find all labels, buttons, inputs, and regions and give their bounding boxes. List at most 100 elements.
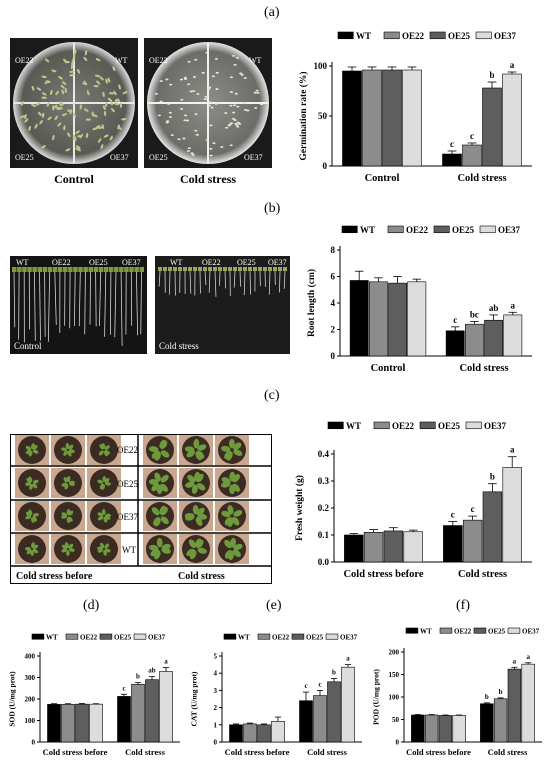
bar-oe25 [145, 679, 159, 743]
legend-swatch-oe37 [475, 31, 492, 40]
y-tick-label: 8 [331, 245, 336, 255]
bar-oe37 [341, 666, 355, 743]
significance-label: b [499, 688, 503, 696]
legend-swatch-wt [337, 31, 354, 40]
bar-wt [349, 280, 369, 357]
panel-label-b: (b) [264, 201, 281, 216]
category-label: Cold stress [458, 569, 507, 580]
plate-tag: OE37 [122, 258, 141, 267]
chart-sod: WT OE22 OE25 OE37 0 100 200 300 400 SOD (U/mg pro… [8, 633, 180, 757]
plate-tag: OE25 [237, 258, 256, 267]
bar-oe37 [402, 69, 422, 167]
significance-label: b [485, 693, 489, 701]
legend-label: OE37 [340, 633, 358, 641]
bar-oe22 [313, 695, 327, 743]
pot-caption: Cold stress [178, 571, 225, 582]
legend-swatch-oe37 [133, 633, 147, 640]
legend-swatch-oe37 [479, 225, 496, 234]
legend-swatch-oe25 [419, 421, 436, 430]
bar-oe25 [383, 530, 404, 563]
y-tick-label: 0.4 [318, 449, 330, 459]
significance-label: b [490, 472, 495, 482]
bar-oe37 [403, 531, 423, 563]
category-label: Cold stress [457, 173, 506, 184]
legend-swatch-oe25 [433, 225, 450, 234]
legend-swatch-oe22 [257, 633, 271, 640]
dish-tag: OE37 [244, 153, 263, 162]
y-axis-label: Germination rate (%) [298, 71, 309, 160]
significance-label: b [136, 673, 140, 681]
plate-tag: OE37 [268, 258, 287, 267]
legend-label: OE22 [80, 633, 98, 641]
bar-oe22 [462, 144, 482, 167]
y-axis-label: CAT (U/mg prot) [190, 671, 199, 727]
bar-oe22 [362, 69, 382, 167]
legend-label: OE22 [392, 421, 415, 431]
legend-swatch-wt [405, 627, 419, 634]
row-tag: WT [122, 545, 136, 555]
panel-label-f: (f) [456, 598, 470, 613]
significance-label: a [526, 653, 530, 661]
bar-wt [117, 696, 131, 743]
bar-oe37 [502, 467, 522, 563]
legend-label: OE25 [448, 31, 471, 41]
photo-a-caption-right: Cold stress [179, 172, 237, 186]
y-tick-label: 0.0 [318, 557, 330, 567]
bar-oe37 [159, 671, 173, 743]
legend-label: WT [420, 627, 432, 635]
dish-tag: OE25 [149, 153, 168, 162]
plate-tag: WT [16, 258, 29, 267]
legend-swatch-oe25 [99, 633, 113, 640]
bar-oe22 [493, 698, 508, 743]
plate-caption: Cold stress [159, 341, 199, 351]
legend-label: WT [356, 31, 371, 41]
significance-label: a [510, 60, 515, 70]
bar-wt [411, 714, 425, 743]
bar-oe25 [388, 282, 408, 357]
y-tick-label: 3 [214, 687, 218, 695]
plate-tag: OE22 [202, 258, 221, 267]
dish-tag: OE25 [15, 153, 34, 162]
bar-oe25 [75, 703, 89, 743]
bar-oe25 [382, 69, 402, 167]
legend-label: OE25 [114, 633, 132, 641]
category-label: Cold stress before [406, 747, 471, 757]
y-tick-label: 4 [214, 670, 218, 678]
legend-swatch-oe22 [65, 633, 79, 640]
significance-label: c [122, 684, 125, 692]
bar-oe22 [131, 684, 145, 743]
panel-label-e: (e) [266, 598, 282, 613]
y-tick-label: 5 [214, 652, 218, 660]
y-tick-label: 0.1 [318, 530, 330, 540]
dish-tag: WT [115, 56, 128, 65]
legend-label: OE22 [402, 31, 425, 41]
y-tick-label: 0 [331, 351, 336, 361]
legend-label: OE22 [406, 225, 429, 235]
bar-wt [299, 700, 313, 743]
category-label: Cold stress [307, 747, 347, 757]
legend-label: OE37 [148, 633, 166, 641]
y-tick-label: 6 [331, 272, 336, 282]
row-tag: OE22 [117, 445, 138, 455]
y-tick-label: 200 [25, 695, 36, 703]
legend-swatch-wt [327, 421, 344, 430]
panel-label-c: (c) [264, 388, 280, 403]
y-tick-label: 100 [389, 693, 400, 701]
significance-label: a [164, 658, 168, 666]
legend-label: OE37 [522, 627, 540, 635]
bar-oe25 [484, 319, 504, 357]
y-tick-label: 2 [331, 325, 336, 335]
significance-label: c [453, 315, 457, 325]
bar-oe22 [363, 532, 384, 563]
bar-oe37 [271, 721, 285, 743]
y-tick-label: 100 [314, 61, 328, 71]
dish-tag: OE37 [110, 153, 129, 162]
y-axis-label: Fresh weight (g) [294, 475, 305, 541]
legend-label: OE37 [484, 421, 507, 431]
y-axis-label: POD (U/mg prot) [372, 669, 381, 725]
significance-label: a [511, 300, 516, 310]
panel-label-a: (a) [264, 5, 280, 20]
bar-oe25 [327, 681, 341, 743]
bar-oe22 [61, 704, 75, 743]
bar-wt [480, 703, 494, 743]
